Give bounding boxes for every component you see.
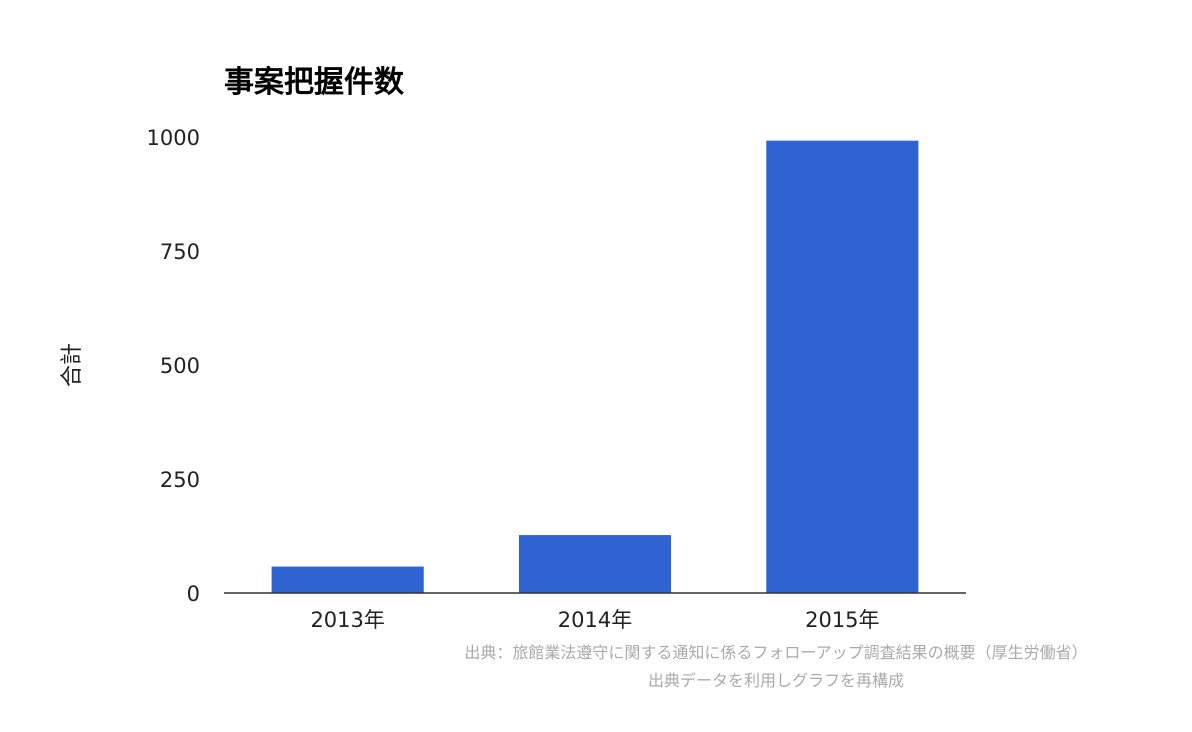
y-tick-label: 500 xyxy=(160,354,200,378)
x-axis: 2013年 2014年 2015年 xyxy=(310,608,879,632)
bar-2013年[interactable] xyxy=(271,566,424,593)
y-tick-label: 250 xyxy=(160,468,200,492)
source-note-line1: 出典：旅館業法遵守に関する通知に係るフォローアップ調査結果の概要（厚生労働省） xyxy=(464,643,1087,662)
x-tick-label: 2015年 xyxy=(805,608,879,632)
bar-2014年[interactable] xyxy=(518,535,672,593)
y-tick-label: 1000 xyxy=(147,126,200,150)
y-tick-label: 0 xyxy=(187,582,200,606)
chart-title: 事案把握件数 xyxy=(224,65,405,100)
y-axis-label: 合計 xyxy=(60,343,85,387)
y-axis: 0 250 500 750 1000 xyxy=(147,126,200,606)
x-tick-label: 2014年 xyxy=(558,608,632,632)
y-tick-label: 750 xyxy=(160,240,200,264)
source-note-line2: 出典データを利用しグラフを再構成 xyxy=(648,671,904,690)
x-tick-label: 2013年 xyxy=(310,608,384,632)
bar-group xyxy=(271,140,919,593)
bar-2015年[interactable] xyxy=(766,140,919,593)
